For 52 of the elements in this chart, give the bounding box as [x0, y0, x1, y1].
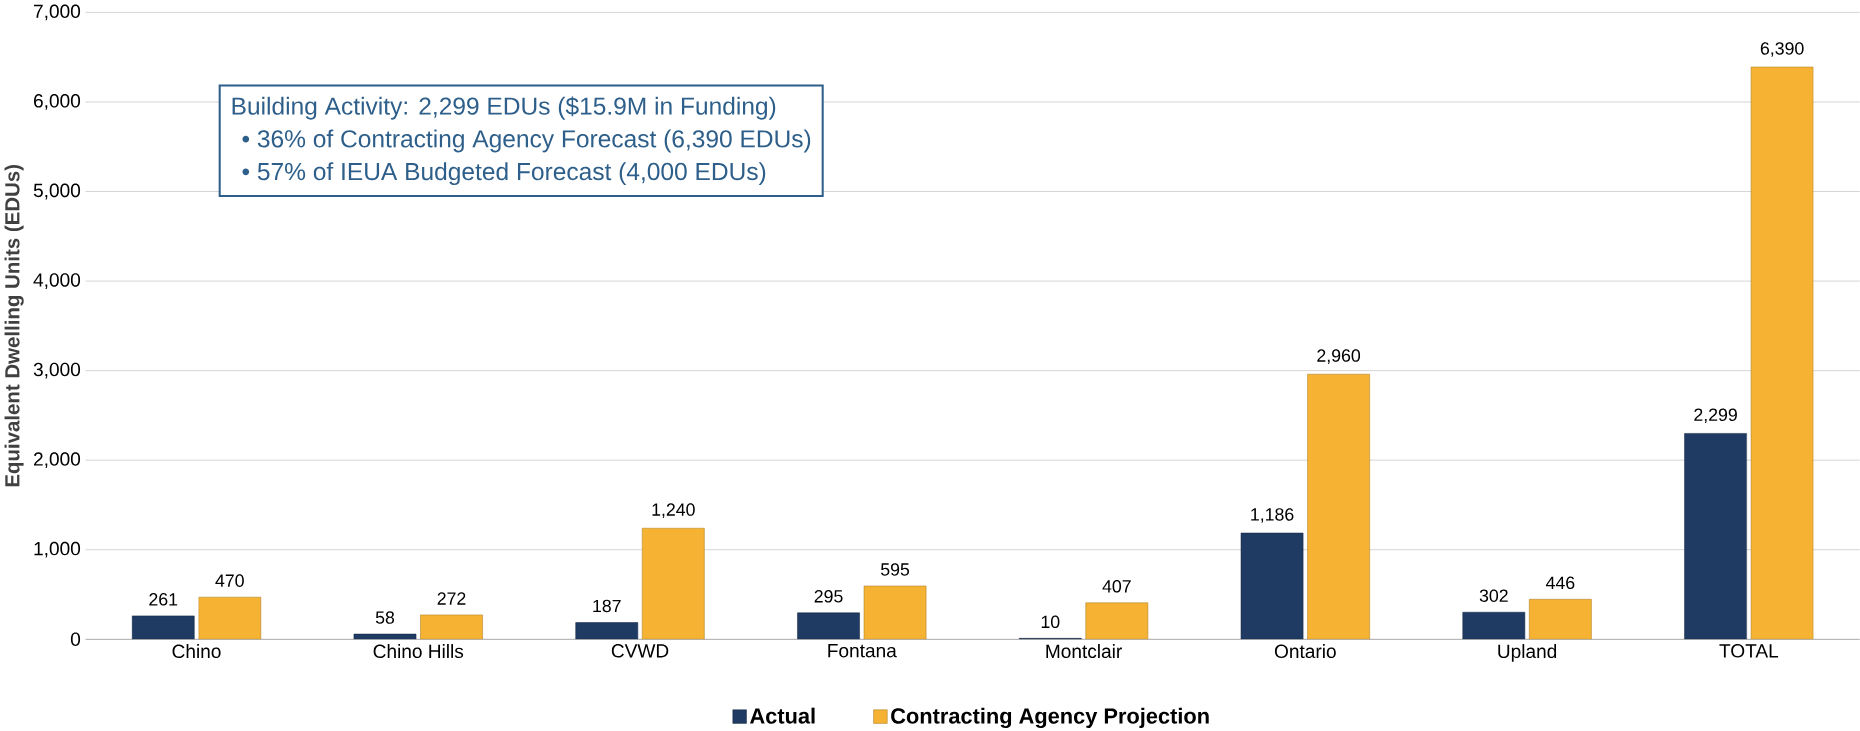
y-tick-label: 7,000: [34, 4, 81, 21]
x-tick-label: CVWD: [611, 644, 669, 658]
data-label: 187: [593, 599, 621, 613]
bar: [1307, 373, 1370, 640]
bar: [131, 615, 195, 640]
y-tick-label: 0: [70, 632, 81, 647]
data-label: 470: [215, 574, 244, 587]
legend-label: Actual: [750, 707, 815, 724]
x-tick-label: Chino Hills: [373, 644, 464, 659]
bar: [641, 527, 705, 640]
x-tick-label: Chino: [172, 644, 221, 659]
x-tick-label: Upland: [1498, 644, 1557, 662]
bar: [1085, 602, 1149, 640]
bar: [575, 622, 639, 640]
data-label: 302: [1479, 589, 1508, 602]
legend-label: Contracting Agency Projection: [891, 707, 1209, 729]
y-axis-title: Equivalent Dwelling Units (EDUs): [4, 165, 24, 487]
bar: [1529, 599, 1592, 640]
data-label: 295: [814, 590, 843, 603]
x-tick-label: TOTAL: [1719, 644, 1779, 658]
data-label: 10: [1041, 615, 1060, 629]
data-label: 2,299: [1694, 408, 1737, 424]
bar: [1750, 66, 1814, 640]
y-tick-label: 3,000: [33, 362, 81, 379]
bar: [420, 614, 483, 640]
data-label: 6,390: [1760, 42, 1804, 57]
annotation: Building Activity: 2,299 EDUs ($15.9M in Funding): [232, 96, 776, 120]
y-tick-label: 4,000: [33, 273, 81, 289]
bar: [1462, 611, 1526, 640]
bar: [198, 596, 262, 640]
x-tick-label: Ontario: [1274, 644, 1336, 659]
data-label: 58: [375, 611, 395, 624]
y-tick-label: 1,000: [34, 541, 81, 558]
y-tick-label: 5,000: [33, 183, 81, 200]
annotation: • 36% of Contracting Agency Forecast (6,390 EDUs): [242, 129, 811, 153]
data-label: 446: [1545, 576, 1575, 590]
data-label: 1,186: [1251, 508, 1294, 523]
data-label: 2,960: [1317, 349, 1361, 364]
data-label: 261: [149, 593, 178, 606]
data-label: 272: [437, 592, 466, 605]
x-tick-label: Fontana: [828, 644, 897, 658]
annotation: • 57% of IEUA Budgeted Forecast (4,000 EDUs): [242, 162, 766, 186]
data-label: 1,240: [652, 503, 695, 518]
y-tick-label: 6,000: [34, 94, 81, 110]
bar: [1684, 433, 1747, 640]
data-label: 407: [1102, 580, 1131, 593]
bar: [797, 612, 860, 640]
data-label: 595: [880, 563, 910, 576]
bar: [1240, 532, 1304, 640]
bar: [863, 585, 927, 640]
y-tick-label: 2,000: [34, 452, 81, 469]
x-tick-label: Montclair: [1046, 644, 1122, 659]
